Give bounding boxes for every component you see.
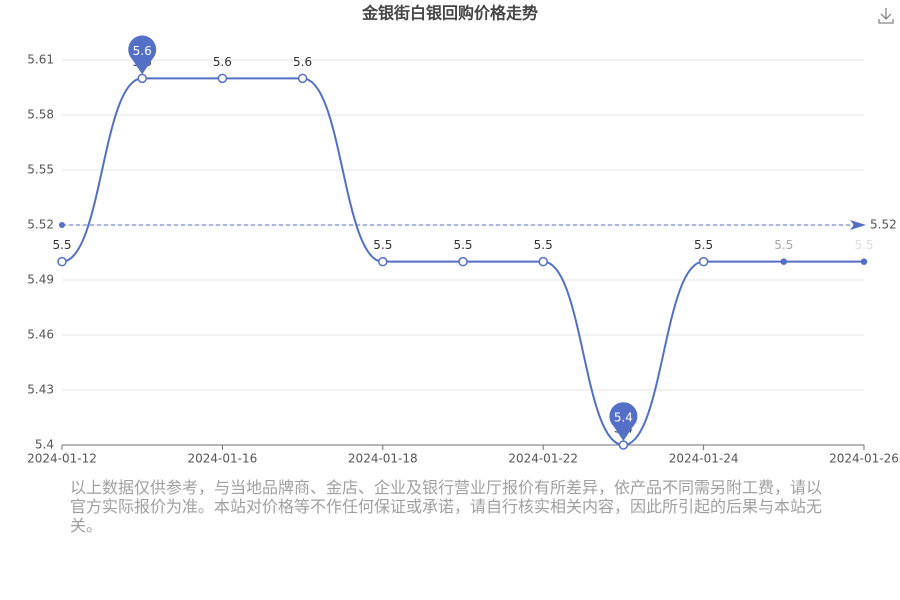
data-label: 5.5 [694, 238, 713, 252]
point [137, 73, 147, 84]
y-tick-label: 5.58 [27, 108, 54, 122]
x-tick-label: 2024-01-22 [508, 452, 578, 466]
point [57, 256, 67, 267]
pin [128, 35, 157, 75]
data-label: 5.5 [52, 238, 71, 252]
y-tick-label: 5.61 [27, 53, 54, 67]
x-tick-label: 2024-01-12 [27, 452, 97, 466]
point [217, 73, 228, 84]
y-tick-label: 5.4 [35, 438, 54, 452]
pin-label: 5.6 [133, 44, 152, 58]
point [538, 256, 548, 267]
x-tick-label: 2024-01-24 [669, 452, 739, 466]
disclaimer: 以上数据仅供参考，与当地品牌商、金店、企业及银行营业厅报价有所差异，依产品不同需… [70, 478, 823, 535]
y-tick-label: 5.43 [27, 383, 54, 397]
pin-label: 5.4 [614, 411, 633, 425]
mean-label: 5.52 [870, 218, 897, 232]
point [378, 256, 388, 267]
y-tick-label: 5.55 [27, 163, 54, 177]
y-tick-label: 5.46 [27, 328, 54, 342]
x-tick-label: 2024-01-16 [188, 452, 258, 466]
x-tick-label: 2024-01-18 [348, 452, 418, 466]
data-label: 5.5 [534, 238, 553, 252]
chart-title: 金银街白银回购价格走势 [361, 4, 538, 23]
data-label: 5.5 [373, 238, 392, 252]
pin [609, 402, 638, 441]
data-label: 5.5 [854, 238, 873, 252]
x-tick-label: 2024-01-26 [829, 452, 899, 466]
point [860, 258, 868, 265]
point [297, 73, 308, 84]
mean-start [59, 222, 65, 228]
point [618, 440, 629, 450]
data-label: 5.6 [293, 55, 312, 69]
download-icon[interactable] [878, 8, 894, 24]
data-label: 5.6 [213, 55, 232, 69]
mean-arrow [850, 220, 866, 230]
point [780, 258, 788, 265]
data-label: 5.5 [774, 238, 793, 252]
point [458, 256, 468, 267]
point [698, 256, 709, 267]
y-tick-label: 5.52 [27, 218, 54, 232]
y-tick-label: 5.49 [27, 273, 54, 287]
data-label: 5.5 [453, 238, 472, 252]
